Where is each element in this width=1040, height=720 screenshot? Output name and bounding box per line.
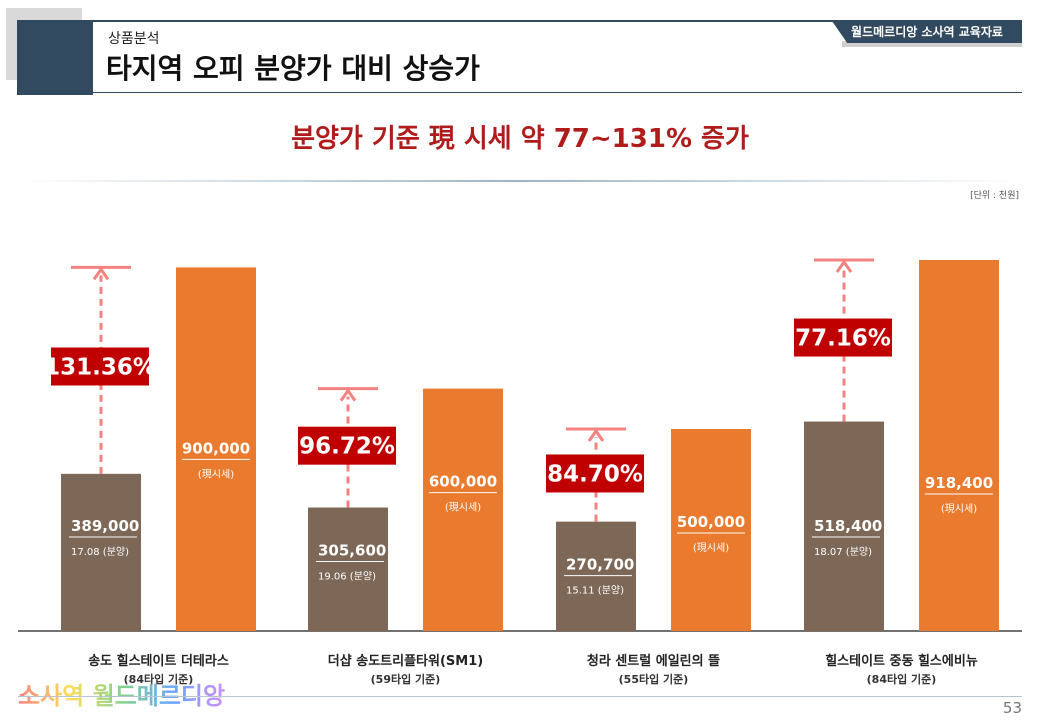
- arrow-head: [835, 259, 853, 273]
- market-bar: [176, 267, 256, 631]
- watermark-text: 소사역 월드메르디앙: [18, 676, 225, 711]
- corner-decoration-navy: [17, 20, 93, 95]
- market-bar: [423, 388, 503, 631]
- chart-headline: 분양가 기준 現 시세 약 77~131% 증가: [291, 124, 749, 154]
- market-value-label: 500,000: [677, 513, 745, 531]
- market-note-label: (現시세): [445, 502, 481, 514]
- document-tag: 월드메르디앙 소사역 교육자료: [832, 21, 1022, 43]
- header-bottom-rule: [93, 92, 1022, 93]
- footer-rule: [18, 696, 1022, 697]
- increase-badge: [794, 318, 892, 357]
- arrow-head: [92, 266, 110, 281]
- category-sublabel: (84타입 기준): [124, 672, 194, 686]
- sale-value-label: 389,000: [71, 517, 139, 535]
- tag-shadow: [842, 41, 1022, 47]
- header-top-rule: [93, 20, 1022, 22]
- unit-label: [단위 : 천원]: [970, 191, 1019, 201]
- market-value-label: 900,000: [182, 439, 250, 457]
- market-value-label: 600,000: [429, 473, 497, 491]
- increase-badge: [51, 347, 149, 386]
- headline-divider: [18, 180, 1018, 182]
- market-note-label: (現시세): [941, 503, 977, 515]
- sale-date-label: 19.06 (분양): [318, 571, 376, 583]
- increase-label: 84.70%: [547, 461, 643, 487]
- section-label: 상품분석: [108, 31, 160, 47]
- arrow-head: [587, 428, 605, 442]
- increase-badge: [546, 454, 644, 493]
- market-value-label: 918,400: [925, 474, 993, 492]
- category-sublabel: (55타입 기준): [619, 672, 689, 686]
- page-number: 53: [1002, 699, 1022, 717]
- sale-value-label: 518,400: [814, 517, 882, 535]
- sale-bar: [804, 421, 884, 631]
- market-bar: [671, 429, 751, 631]
- category-label: 송도 힐스테이트 더테라스: [88, 653, 229, 669]
- category-sublabel: (59타입 기준): [371, 672, 441, 686]
- bar-chart: 131.36% 389,000 17.08 (분양) 900,000 (現시세) 송도 힐…: [18, 258, 1022, 686]
- sale-date-label: 15.11 (분양): [566, 585, 624, 597]
- market-bar: [919, 259, 999, 631]
- sale-value-label: 270,700: [566, 556, 634, 574]
- increase-label: 77.16%: [795, 326, 891, 352]
- category-sublabel: (84타입 기준): [867, 672, 937, 686]
- category-label: 청라 센트럴 에일린의 뜰: [587, 653, 720, 669]
- sale-bar: [308, 507, 388, 631]
- sale-value-label: 305,600: [318, 542, 386, 560]
- sale-bar: [556, 521, 636, 631]
- category-label: 더샵 송도트리플타워(SM1): [328, 653, 483, 669]
- market-note-label: (現시세): [693, 542, 729, 554]
- sale-date-label: 18.07 (분양): [814, 546, 872, 558]
- increase-badge: [298, 426, 396, 465]
- category-label: 힐스테이트 중동 힐스에비뉴: [825, 653, 978, 669]
- increase-label: 131.36%: [44, 354, 156, 380]
- sale-date-label: 17.08 (분양): [71, 546, 129, 558]
- page-title: 타지역 오피 분양가 대비 상승가: [106, 52, 480, 85]
- market-note-label: (現시세): [198, 468, 234, 480]
- arrow-head: [339, 387, 357, 402]
- increase-label: 96.72%: [299, 434, 395, 460]
- sale-bar: [61, 473, 141, 631]
